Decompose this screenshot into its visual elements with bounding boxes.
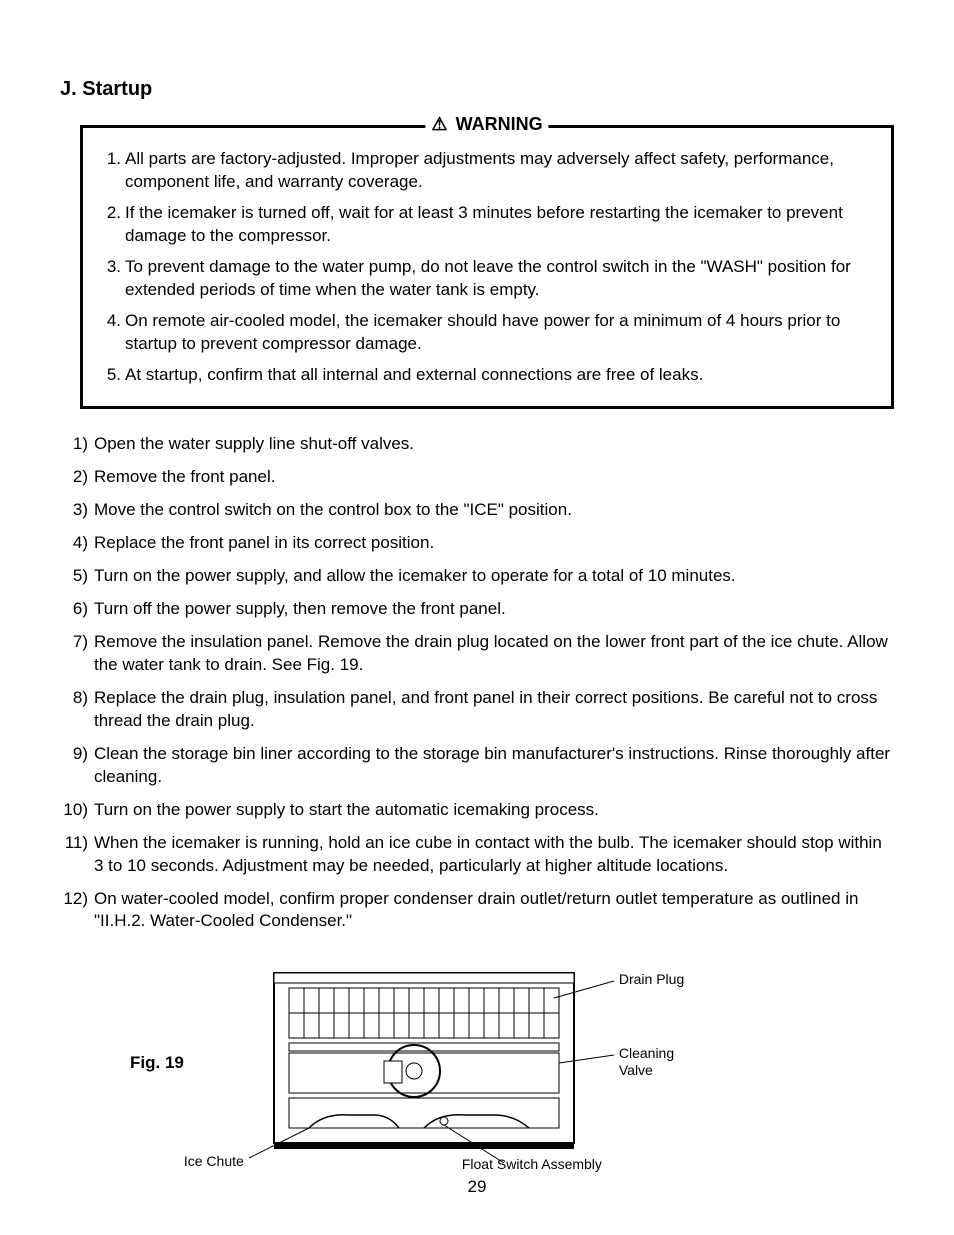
step-item: 4)Replace the front panel in its correct… <box>60 532 894 555</box>
step-text: Turn on the power supply, and allow the … <box>94 565 894 588</box>
section-title-text: Startup <box>82 78 152 100</box>
step-num: 1) <box>60 433 94 456</box>
step-num: 10) <box>60 799 94 822</box>
warning-label: WARNING <box>425 114 548 135</box>
warning-item: 2.If the icemaker is turned off, wait fo… <box>103 202 871 248</box>
warning-item: 3.To prevent damage to the water pump, d… <box>103 256 871 302</box>
warning-item: 4.On remote air-cooled model, the icemak… <box>103 310 871 356</box>
step-num: 7) <box>60 631 94 677</box>
warn-num: 5. <box>103 364 125 387</box>
warn-text: If the icemaker is turned off, wait for … <box>125 202 871 248</box>
step-item: 2)Remove the front panel. <box>60 466 894 489</box>
step-item: 8)Replace the drain plug, insulation pan… <box>60 687 894 733</box>
warning-item: 1.All parts are factory-adjusted. Improp… <box>103 148 871 194</box>
step-num: 11) <box>60 832 94 878</box>
warning-item: 5.At startup, confirm that all internal … <box>103 364 871 387</box>
step-text: When the icemaker is running, hold an ic… <box>94 832 894 878</box>
warn-num: 2. <box>103 202 125 248</box>
step-text: Remove the insulation panel. Remove the … <box>94 631 894 677</box>
warn-num: 1. <box>103 148 125 194</box>
step-text: Turn on the power supply to start the au… <box>94 799 894 822</box>
callout-float-switch: Float Switch Assembly <box>462 1156 602 1173</box>
warn-num: 4. <box>103 310 125 356</box>
step-item: 12)On water-cooled model, confirm proper… <box>60 888 894 934</box>
figure-row: Fig. 19 <box>130 953 894 1173</box>
warning-list: 1.All parts are factory-adjusted. Improp… <box>103 148 871 386</box>
warn-num: 3. <box>103 256 125 302</box>
step-item: 6)Turn off the power supply, then remove… <box>60 598 894 621</box>
step-text: Move the control switch on the control b… <box>94 499 894 522</box>
warn-text: To prevent damage to the water pump, do … <box>125 256 871 302</box>
step-text: Replace the drain plug, insulation panel… <box>94 687 894 733</box>
step-text: Replace the front panel in its correct p… <box>94 532 894 555</box>
step-num: 6) <box>60 598 94 621</box>
step-num: 2) <box>60 466 94 489</box>
step-num: 4) <box>60 532 94 555</box>
step-num: 3) <box>60 499 94 522</box>
step-item: 7)Remove the insulation panel. Remove th… <box>60 631 894 677</box>
step-num: 9) <box>60 743 94 789</box>
step-text: On water-cooled model, confirm proper co… <box>94 888 894 934</box>
page-number: 29 <box>60 1177 894 1197</box>
step-item: 3)Move the control switch on the control… <box>60 499 894 522</box>
step-text: Clean the storage bin liner according to… <box>94 743 894 789</box>
warning-text: WARNING <box>456 114 543 135</box>
callout-cleaning-valve: Cleaning Valve <box>619 1045 699 1079</box>
section-letter: J. <box>60 78 77 100</box>
step-item: 1)Open the water supply line shut-off va… <box>60 433 894 456</box>
warn-text: All parts are factory-adjusted. Improper… <box>125 148 871 194</box>
step-text: Turn off the power supply, then remove t… <box>94 598 894 621</box>
step-num: 5) <box>60 565 94 588</box>
warning-box: WARNING 1.All parts are factory-adjusted… <box>80 125 894 409</box>
warn-text: At startup, confirm that all internal an… <box>125 364 871 387</box>
figure-diagram: Drain Plug Cleaning Valve Ice Chute Floa… <box>214 953 774 1173</box>
callout-drain-plug: Drain Plug <box>619 971 684 988</box>
step-num: 8) <box>60 687 94 733</box>
section-heading: J. Startup <box>60 78 894 101</box>
warn-text: On remote air-cooled model, the icemaker… <box>125 310 871 356</box>
figure-caption: Fig. 19 <box>130 1053 184 1073</box>
step-item: 9)Clean the storage bin liner according … <box>60 743 894 789</box>
page: J. Startup WARNING 1.All parts are facto… <box>0 0 954 1227</box>
step-text: Open the water supply line shut-off valv… <box>94 433 894 456</box>
callout-ice-chute: Ice Chute <box>184 1153 244 1170</box>
step-item: 10)Turn on the power supply to start the… <box>60 799 894 822</box>
step-list: 1)Open the water supply line shut-off va… <box>60 433 894 933</box>
step-num: 12) <box>60 888 94 934</box>
step-text: Remove the front panel. <box>94 466 894 489</box>
step-item: 5)Turn on the power supply, and allow th… <box>60 565 894 588</box>
step-item: 11)When the icemaker is running, hold an… <box>60 832 894 878</box>
